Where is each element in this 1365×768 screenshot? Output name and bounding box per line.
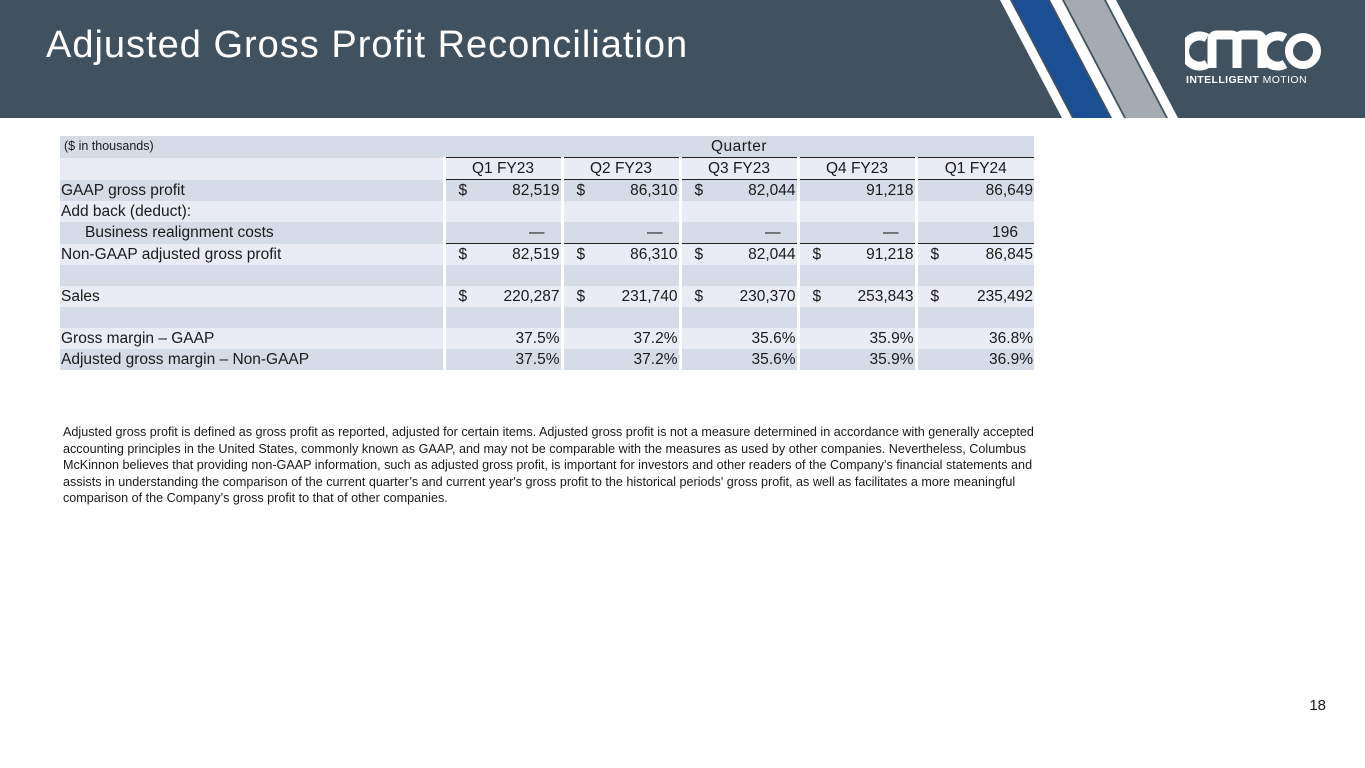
value-cell: $86,310 bbox=[560, 179, 680, 201]
value-cell: $82,519 bbox=[442, 179, 562, 201]
company-logo: INTELLIGENT MOTION bbox=[1185, 30, 1325, 92]
value-cell: 86,649 bbox=[914, 179, 1034, 201]
quarter-label: Q1 FY24 bbox=[914, 157, 1034, 180]
value-cell: $235,492 bbox=[914, 286, 1034, 307]
value-cell: $220,287 bbox=[442, 286, 562, 307]
value-cell: — bbox=[442, 222, 562, 244]
value-cell: 36.9% bbox=[914, 349, 1034, 370]
row-label: Adjusted gross margin – Non-GAAP bbox=[60, 349, 444, 370]
value-cell: 35.6% bbox=[678, 349, 798, 370]
table-row: Gross margin – GAAP 37.5% 37.2% 35.6% 35… bbox=[60, 328, 1034, 349]
value-cell: $82,044 bbox=[678, 243, 798, 265]
slide-header: Adjusted Gross Profit Reconciliation INT… bbox=[0, 0, 1365, 118]
decorative-stripes bbox=[1000, 0, 1178, 118]
logo-tagline: INTELLIGENT MOTION bbox=[1186, 74, 1307, 86]
page-number: 18 bbox=[1309, 697, 1326, 714]
table-row: Adjusted gross margin – Non-GAAP 37.5% 3… bbox=[60, 349, 1034, 370]
value-cell: — bbox=[796, 222, 916, 244]
quarter-label: Q2 FY23 bbox=[560, 157, 680, 180]
value-cell: 35.9% bbox=[796, 349, 916, 370]
value-cell: — bbox=[678, 222, 798, 244]
value-cell: 196 bbox=[914, 222, 1034, 244]
footnote-text: Adjusted gross profit is defined as gros… bbox=[63, 425, 1034, 505]
white-stripe-mid bbox=[1050, 0, 1124, 118]
table-row: Add back (deduct): bbox=[60, 201, 1034, 222]
row-label: Business realignment costs bbox=[60, 222, 444, 244]
table-row: Non-GAAP adjusted gross profit $82,519 $… bbox=[60, 243, 1034, 265]
row-label: Add back (deduct): bbox=[60, 201, 444, 222]
blue-stripe bbox=[1012, 0, 1110, 118]
value-cell: 37.5% bbox=[442, 349, 562, 370]
quarter-label: Q4 FY23 bbox=[796, 157, 916, 180]
value-cell: 37.2% bbox=[560, 328, 680, 349]
units-label: ($ in thousands) bbox=[60, 136, 444, 158]
table-row-spacer bbox=[60, 307, 1034, 328]
value-cell: $231,740 bbox=[560, 286, 680, 307]
quarter-labels-row: Q1 FY23 Q2 FY23 Q3 FY23 Q4 FY23 Q1 FY24 bbox=[60, 157, 1034, 180]
table-row: Sales $220,287 $231,740 $230,370 $253,84… bbox=[60, 286, 1034, 307]
table-row-spacer bbox=[60, 265, 1034, 286]
row-label: Sales bbox=[60, 286, 444, 307]
quarter-label: Q1 FY23 bbox=[442, 157, 562, 180]
gray-stripe bbox=[1064, 0, 1166, 118]
white-stripe-right bbox=[1106, 0, 1178, 118]
value-cell: 35.6% bbox=[678, 328, 798, 349]
value-cell: $86,845 bbox=[914, 243, 1034, 265]
row-label: Gross margin – GAAP bbox=[60, 328, 444, 349]
white-stripe-left bbox=[1000, 0, 1072, 118]
value-cell: 37.2% bbox=[560, 349, 680, 370]
value-cell: — bbox=[560, 222, 680, 244]
slide-title: Adjusted Gross Profit Reconciliation bbox=[46, 24, 689, 66]
value-cell: $230,370 bbox=[678, 286, 798, 307]
value-cell: $253,843 bbox=[796, 286, 916, 307]
value-cell: $82,044 bbox=[678, 179, 798, 201]
value-cell: 91,218 bbox=[796, 179, 916, 201]
table-row: GAAP gross profit $82,519 $86,310 $82,04… bbox=[60, 179, 1034, 201]
table-row: Business realignment costs — — — — 196 bbox=[60, 222, 1034, 244]
value-cell: 37.5% bbox=[442, 328, 562, 349]
quarter-label: Q3 FY23 bbox=[678, 157, 798, 180]
row-label: Non-GAAP adjusted gross profit bbox=[60, 243, 444, 265]
value-cell: $82,519 bbox=[442, 243, 562, 265]
quarter-group-header: Quarter bbox=[444, 136, 1034, 158]
row-label: GAAP gross profit bbox=[60, 179, 444, 201]
logo-wordmark-icon bbox=[1185, 30, 1321, 71]
value-cell: 36.8% bbox=[914, 328, 1034, 349]
table-header-row: ($ in thousands) Quarter bbox=[60, 136, 1034, 158]
value-cell: $86,310 bbox=[560, 243, 680, 265]
reconciliation-table: ($ in thousands) Quarter Q1 FY23 Q2 FY23… bbox=[60, 136, 1034, 370]
value-cell: 35.9% bbox=[796, 328, 916, 349]
value-cell: $91,218 bbox=[796, 243, 916, 265]
